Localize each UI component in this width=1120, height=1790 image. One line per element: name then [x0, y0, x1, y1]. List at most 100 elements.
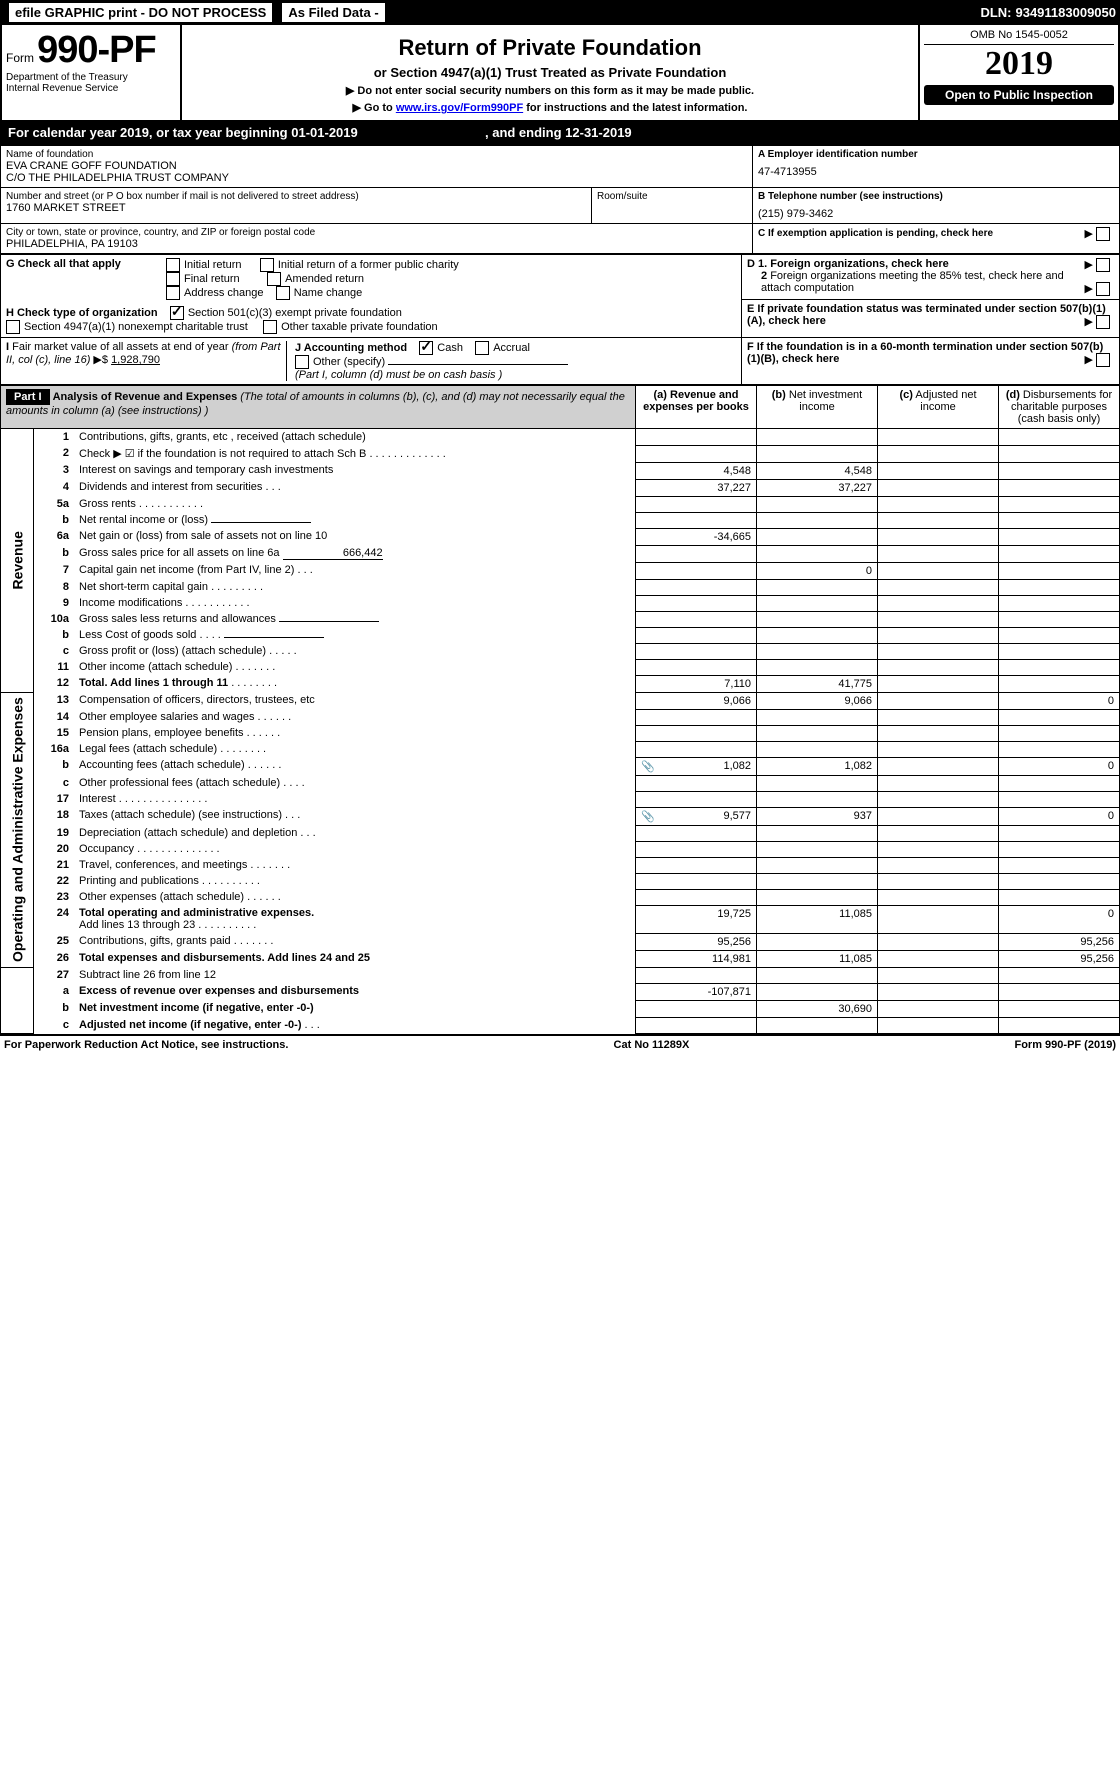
- line-number: 9: [34, 595, 75, 611]
- exempt-pending-checkbox[interactable]: [1096, 227, 1110, 241]
- cell-a: 95,256: [636, 933, 757, 950]
- cell-b: [757, 611, 878, 627]
- cell-d: [999, 429, 1120, 446]
- cell-a: 7,110: [636, 675, 757, 692]
- cell-b: 9,066: [757, 692, 878, 709]
- line-row: 21Travel, conferences, and meetings . . …: [1, 857, 1120, 873]
- cell-c: [878, 611, 999, 627]
- cell-d: [999, 445, 1120, 462]
- line-row: 3Interest on savings and temporary cash …: [1, 462, 1120, 479]
- line-text: Other income (attach schedule) . . . . .…: [74, 659, 636, 675]
- other-method-checkbox[interactable]: [295, 355, 309, 369]
- foreign-85-checkbox[interactable]: [1096, 282, 1110, 296]
- line-number: c: [34, 1017, 75, 1033]
- former-charity-checkbox[interactable]: [260, 258, 274, 272]
- g6-label: Name change: [294, 287, 363, 299]
- cell-b: [757, 627, 878, 643]
- line-number: 11: [34, 659, 75, 675]
- cell-d: 95,256: [999, 950, 1120, 967]
- cell-b: [757, 857, 878, 873]
- cell-b: [757, 429, 878, 446]
- cell-c: [878, 825, 999, 841]
- cell-a: [636, 841, 757, 857]
- cell-b: 41,775: [757, 675, 878, 692]
- line-row: bNet rental income or (loss): [1, 512, 1120, 528]
- line-text: Excess of revenue over expenses and disb…: [74, 983, 636, 1000]
- dln-value: 93491183009050: [1015, 5, 1116, 20]
- line-row: aExcess of revenue over expenses and dis…: [1, 983, 1120, 1000]
- foreign-org-checkbox[interactable]: [1096, 258, 1110, 272]
- page-footer: For Paperwork Reduction Act Notice, see …: [0, 1034, 1120, 1054]
- cell-b: 4,548: [757, 462, 878, 479]
- cell-b: 0: [757, 562, 878, 579]
- cell-b: [757, 725, 878, 741]
- line-text: Interest . . . . . . . . . . . . . . .: [74, 791, 636, 807]
- line-text: Gross sales price for all assets on line…: [74, 545, 636, 562]
- cell-c: [878, 841, 999, 857]
- cell-b: [757, 545, 878, 562]
- line-row: 15Pension plans, employee benefits . . .…: [1, 725, 1120, 741]
- line-number: b: [34, 1000, 75, 1017]
- cell-a: [636, 445, 757, 462]
- 60month-checkbox[interactable]: [1096, 353, 1110, 367]
- cell-a: [636, 725, 757, 741]
- efile-label: efile GRAPHIC print - DO NOT PROCESS: [8, 2, 273, 23]
- part1-title: Analysis of Revenue and Expenses: [53, 391, 238, 403]
- cell-b: [757, 841, 878, 857]
- city-label: City or town, state or province, country…: [6, 227, 747, 238]
- line-text: Legal fees (attach schedule) . . . . . .…: [74, 741, 636, 757]
- final-return-checkbox[interactable]: [166, 272, 180, 286]
- line-row: 2Check ▶ ☑ if the foundation is not requ…: [1, 445, 1120, 462]
- line-text: Subtract line 26 from line 12: [74, 967, 636, 983]
- fmv-value: 1,928,790: [111, 354, 160, 366]
- cell-c: [878, 579, 999, 595]
- line-row: 17Interest . . . . . . . . . . . . . . .: [1, 791, 1120, 807]
- line-number: 15: [34, 725, 75, 741]
- initial-return-checkbox[interactable]: [166, 258, 180, 272]
- line-text: Net rental income or (loss): [74, 512, 636, 528]
- line-text: Other professional fees (attach schedule…: [74, 775, 636, 791]
- cell-c: [878, 1000, 999, 1017]
- cell-a: [636, 775, 757, 791]
- cell-b: [757, 445, 878, 462]
- line-row: 26Total expenses and disbursements. Add …: [1, 950, 1120, 967]
- cell-b: [757, 579, 878, 595]
- cell-a: 📎9,577: [636, 807, 757, 825]
- line-text: Net investment income (if negative, ente…: [74, 1000, 636, 1017]
- status-terminated-checkbox[interactable]: [1096, 315, 1110, 329]
- irs-link[interactable]: www.irs.gov/Form990PF: [396, 102, 523, 114]
- cell-c: [878, 627, 999, 643]
- line-number: c: [34, 775, 75, 791]
- line-number: 24: [34, 905, 75, 933]
- line-number: 21: [34, 857, 75, 873]
- line-number: 26: [34, 950, 75, 967]
- cell-c: [878, 562, 999, 579]
- cell-d: [999, 595, 1120, 611]
- line-text: Less Cost of goods sold . . . .: [74, 627, 636, 643]
- exempt-pending-label: C If exemption application is pending, c…: [758, 228, 993, 239]
- 4947a1-checkbox[interactable]: [6, 320, 20, 334]
- cat-no: Cat No 11289X: [614, 1039, 690, 1051]
- cell-d: [999, 479, 1120, 496]
- address-change-checkbox[interactable]: [166, 286, 180, 300]
- cell-d: [999, 841, 1120, 857]
- 501c3-checkbox[interactable]: [170, 306, 184, 320]
- cell-b: [757, 889, 878, 905]
- cell-b: [757, 595, 878, 611]
- g2-label: Initial return of a former public charit…: [278, 259, 459, 271]
- cell-a: [636, 611, 757, 627]
- line-text: Pension plans, employee benefits . . . .…: [74, 725, 636, 741]
- line-number: 4: [34, 479, 75, 496]
- cell-c: [878, 950, 999, 967]
- other-taxable-checkbox[interactable]: [263, 320, 277, 334]
- cash-checkbox[interactable]: [419, 341, 433, 355]
- line-number: b: [34, 512, 75, 528]
- j-label: J Accounting method: [295, 342, 407, 354]
- name-change-checkbox[interactable]: [276, 286, 290, 300]
- ein-label: A Employer identification number: [758, 149, 1114, 160]
- line-row: 22Printing and publications . . . . . . …: [1, 873, 1120, 889]
- accrual-checkbox[interactable]: [475, 341, 489, 355]
- amended-return-checkbox[interactable]: [267, 272, 281, 286]
- dln-label: DLN:: [980, 5, 1011, 20]
- calendar-year-bar: For calendar year 2019, or tax year begi…: [0, 122, 1120, 145]
